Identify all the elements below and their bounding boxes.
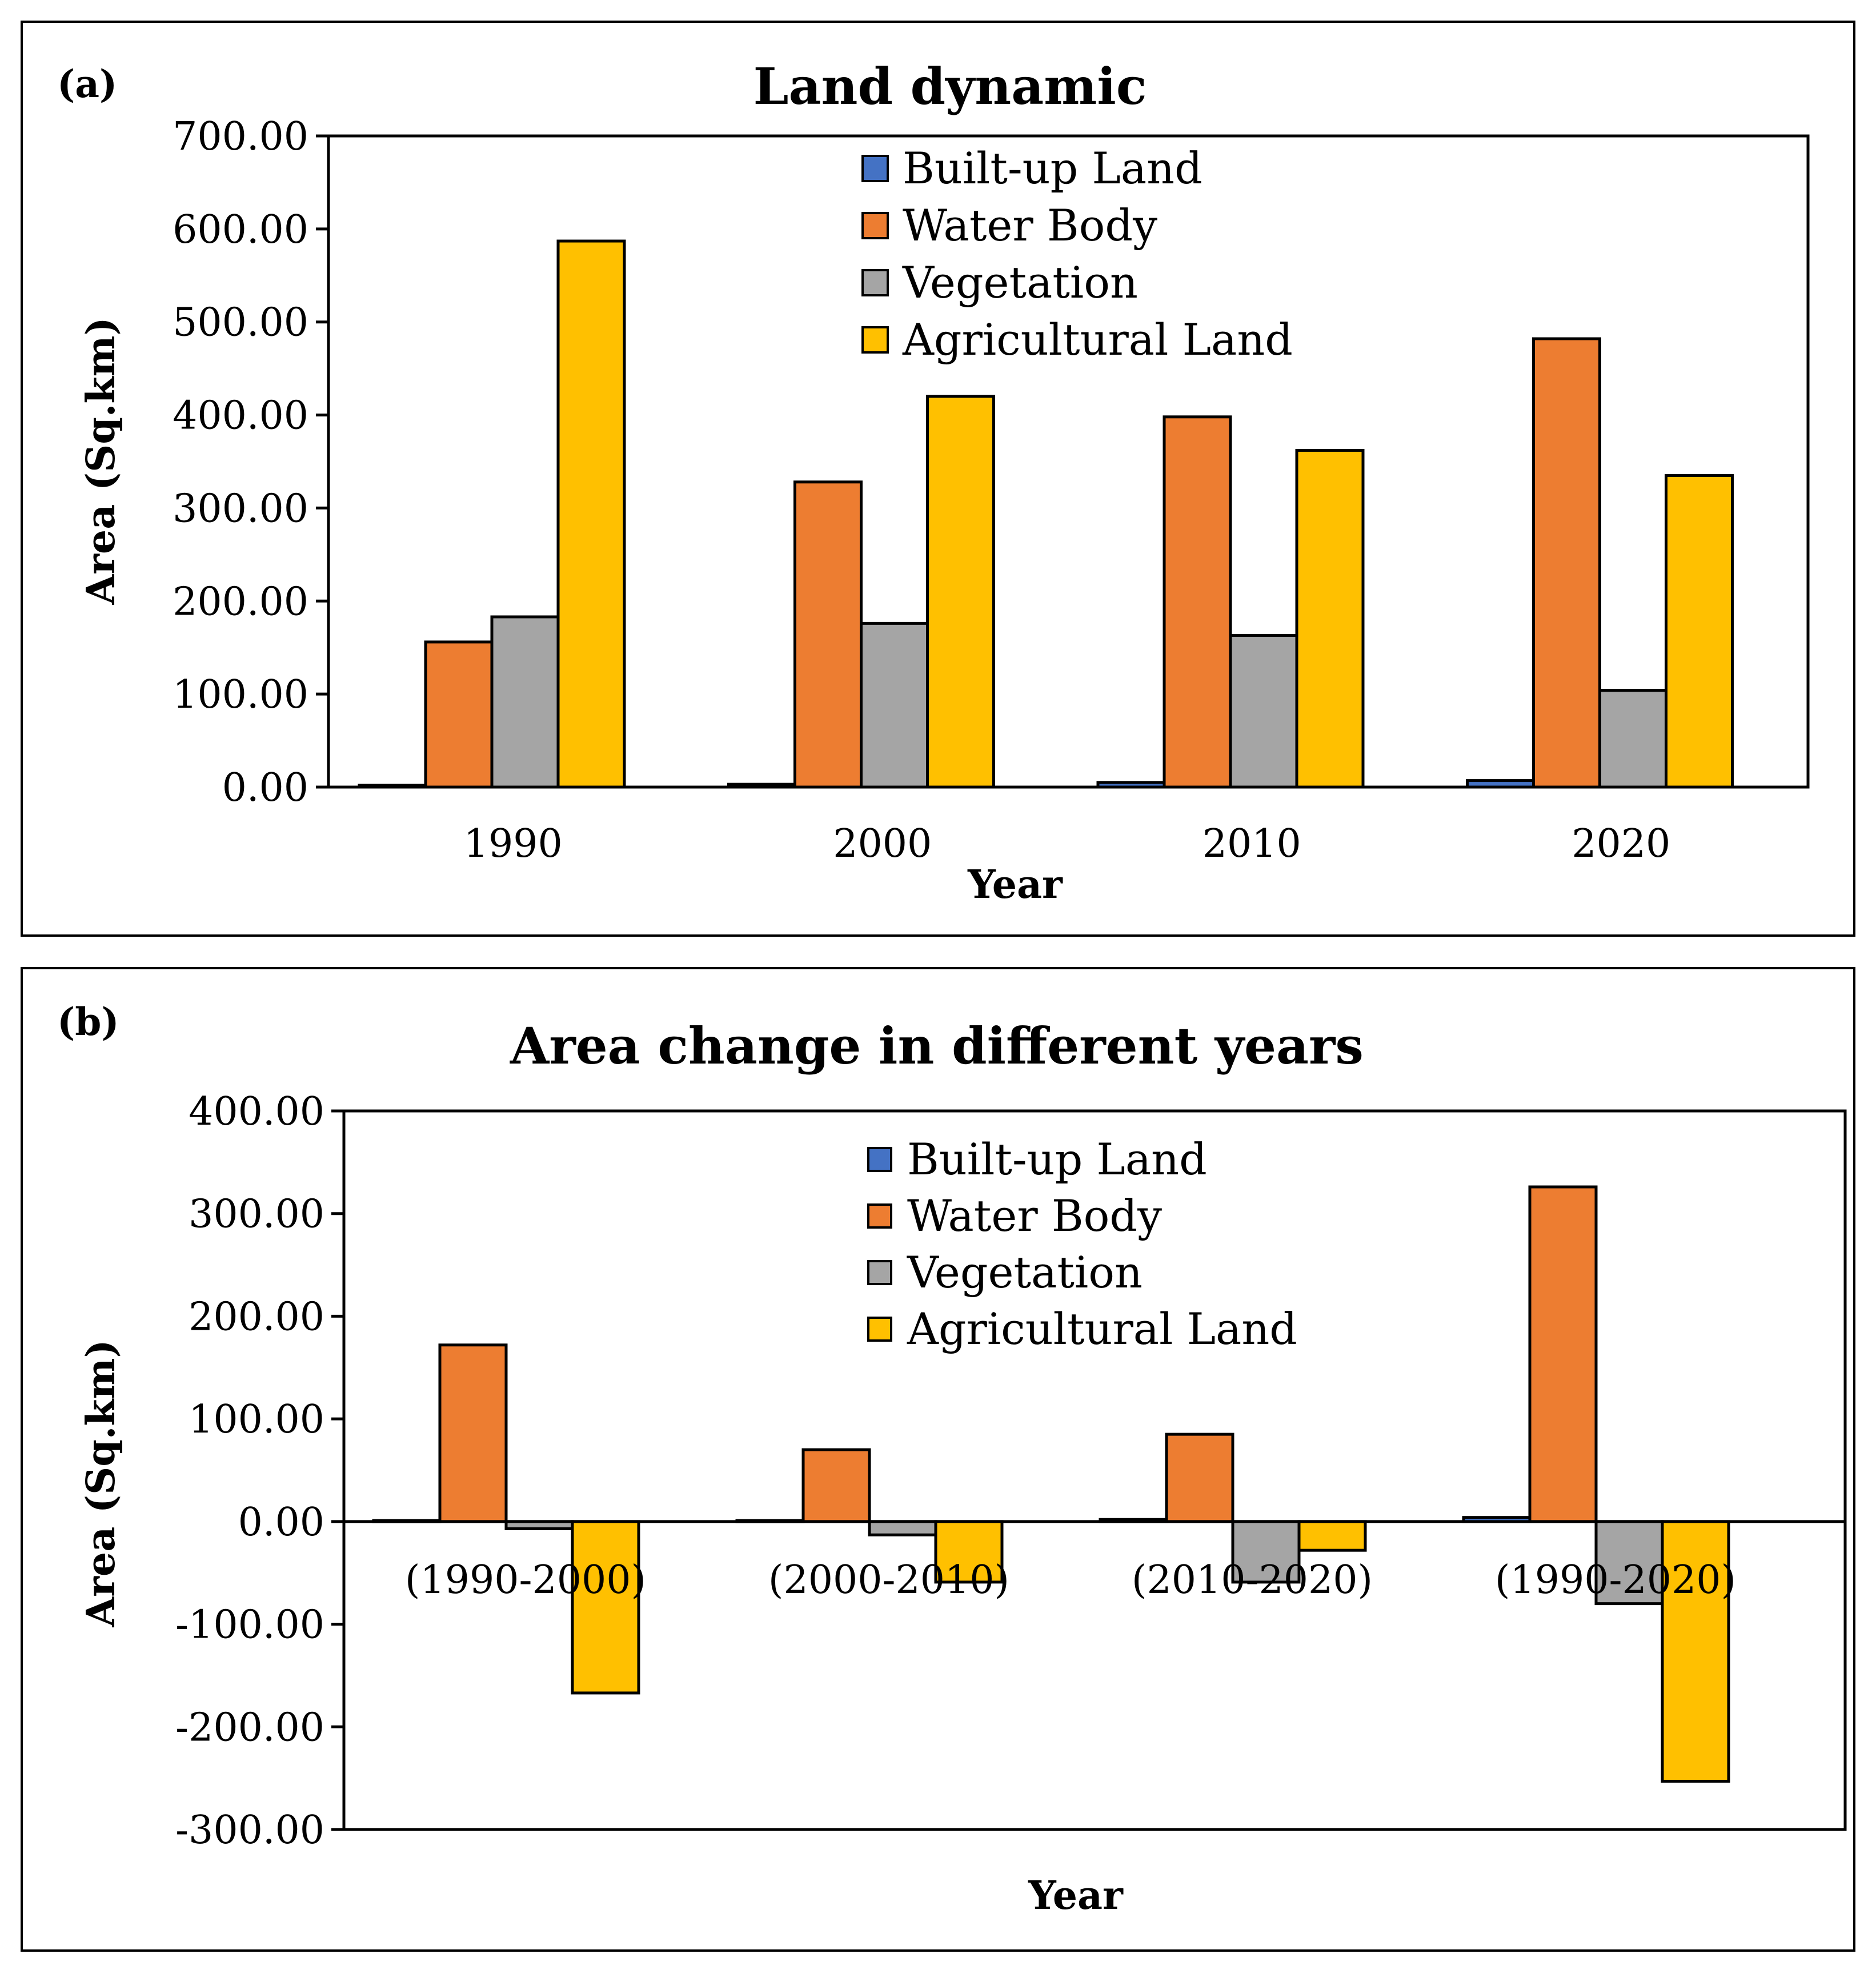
bar-vegetation xyxy=(868,1520,937,1536)
panel-b-bars xyxy=(372,1185,1730,1783)
x-category-label: (1990-2020) xyxy=(1495,1558,1736,1603)
panel-b-tag: (b) xyxy=(57,1000,119,1044)
panel-a-category-labels: 1990 2000 2010 2020 xyxy=(464,821,1671,866)
y-tick-label: 100.00 xyxy=(173,672,308,717)
bar-agricultural xyxy=(556,239,626,789)
bar-agricultural xyxy=(1297,1520,1367,1552)
bar-vegetation xyxy=(1229,634,1298,789)
y-tick-label: 600.00 xyxy=(173,207,308,252)
bar-built-up xyxy=(372,1519,442,1523)
y-tick-label: 500.00 xyxy=(173,300,308,346)
panel-a-xlabel: Year xyxy=(967,862,1063,908)
y-tick-label: 700.00 xyxy=(173,114,308,159)
panel-a: (a) Land dynamic Area (Sq.km) Year 0.00 1… xyxy=(21,21,1855,937)
panel-b-xlabel: Year xyxy=(1028,1873,1124,1919)
x-category-label: (2000-2010) xyxy=(768,1558,1009,1603)
bar-built-up xyxy=(1462,1516,1532,1523)
panel-a-bars xyxy=(358,239,1734,789)
bar-agricultural xyxy=(571,1520,640,1695)
legend-label: Vegetation xyxy=(907,1247,1143,1298)
legend-swatch-built-up xyxy=(867,1147,892,1172)
legend-label: Agricultural Land xyxy=(902,314,1293,365)
bar-water xyxy=(1165,1433,1234,1523)
panel-b-title: Area change in different years xyxy=(510,1016,1364,1076)
y-tick-label: 200.00 xyxy=(189,1294,324,1339)
panel-a-plot-area xyxy=(327,134,1810,789)
x-category-label: 2010 xyxy=(1202,821,1301,866)
legend-swatch-built-up xyxy=(861,155,889,182)
panel-b-ylabel: Area (Sq.km) xyxy=(78,1339,124,1627)
bar-vegetation xyxy=(860,621,929,789)
bar-water xyxy=(793,480,863,789)
bar-vegetation xyxy=(490,615,560,789)
legend-label: Built-up Land xyxy=(907,1134,1207,1185)
y-tick-label: 400.00 xyxy=(173,394,308,439)
legend-swatch-vegetation xyxy=(861,269,889,296)
bar-water xyxy=(424,640,494,789)
bar-water xyxy=(1528,1185,1598,1523)
y-tick-label: 100.00 xyxy=(189,1397,324,1442)
legend-swatch-water xyxy=(861,212,889,239)
legend-label: Agricultural Land xyxy=(907,1303,1297,1354)
bar-agricultural xyxy=(1661,1520,1730,1783)
panel-a-ylabel: Area (Sq.km) xyxy=(78,317,124,605)
panel-a-legend: Built-up Land Water Body Vegetation Agricul… xyxy=(861,143,1293,365)
y-tick-label: -100.00 xyxy=(175,1603,324,1648)
bar-built-up xyxy=(1099,1518,1168,1523)
legend-label: Water Body xyxy=(907,1190,1162,1241)
legend-label: Water Body xyxy=(903,200,1157,251)
legend-label: Built-up Land xyxy=(903,143,1202,194)
panel-a-ticks: 0.00 100.00 200.00 300.00 400.00 500.00 600.00… xyxy=(173,114,328,811)
bar-water xyxy=(1163,415,1232,789)
y-tick-label: 400.00 xyxy=(189,1089,324,1134)
legend-swatch-vegetation xyxy=(867,1260,892,1285)
y-tick-label: -200.00 xyxy=(175,1705,324,1750)
bar-vegetation xyxy=(1231,1520,1301,1584)
y-tick-label: 300.00 xyxy=(189,1192,324,1237)
bar-agricultural xyxy=(926,395,995,789)
panel-b-category-labels: (1990-2000) (2000-2010) (2010-2020) (1990-2… xyxy=(405,1558,1736,1603)
x-category-label: 2020 xyxy=(1572,821,1670,866)
legend-swatch-agricultural xyxy=(861,326,889,354)
x-category-label: (2010-2020) xyxy=(1132,1558,1373,1603)
x-category-label: 1990 xyxy=(464,821,563,866)
bar-water xyxy=(801,1448,871,1523)
bar-water xyxy=(1532,337,1601,789)
panel-a-tag: (a) xyxy=(57,62,117,106)
bar-vegetation xyxy=(504,1520,574,1530)
legend-label: Vegetation xyxy=(902,257,1138,308)
bar-agricultural xyxy=(934,1520,1004,1584)
y-tick-label: 0.00 xyxy=(222,765,308,811)
y-tick-label: 0.00 xyxy=(238,1500,324,1545)
legend-swatch-agricultural xyxy=(867,1317,892,1342)
bar-water xyxy=(438,1343,508,1523)
bar-agricultural xyxy=(1295,448,1365,789)
bar-agricultural xyxy=(1665,474,1734,789)
y-tick-label: -300.00 xyxy=(175,1808,324,1853)
panel-b: (b) Area change in different years Area … xyxy=(21,967,1855,1952)
y-tick-label: 200.00 xyxy=(173,579,308,624)
panel-a-title: Land dynamic xyxy=(753,57,1147,116)
x-category-label: 2000 xyxy=(833,821,932,866)
y-tick-label: 300.00 xyxy=(173,486,308,531)
panel-b-plot-area xyxy=(342,1109,1847,1831)
legend-swatch-water xyxy=(867,1203,892,1229)
bar-vegetation xyxy=(1598,689,1667,789)
x-category-label: (1990-2000) xyxy=(405,1558,646,1603)
bar-built-up xyxy=(735,1519,805,1523)
